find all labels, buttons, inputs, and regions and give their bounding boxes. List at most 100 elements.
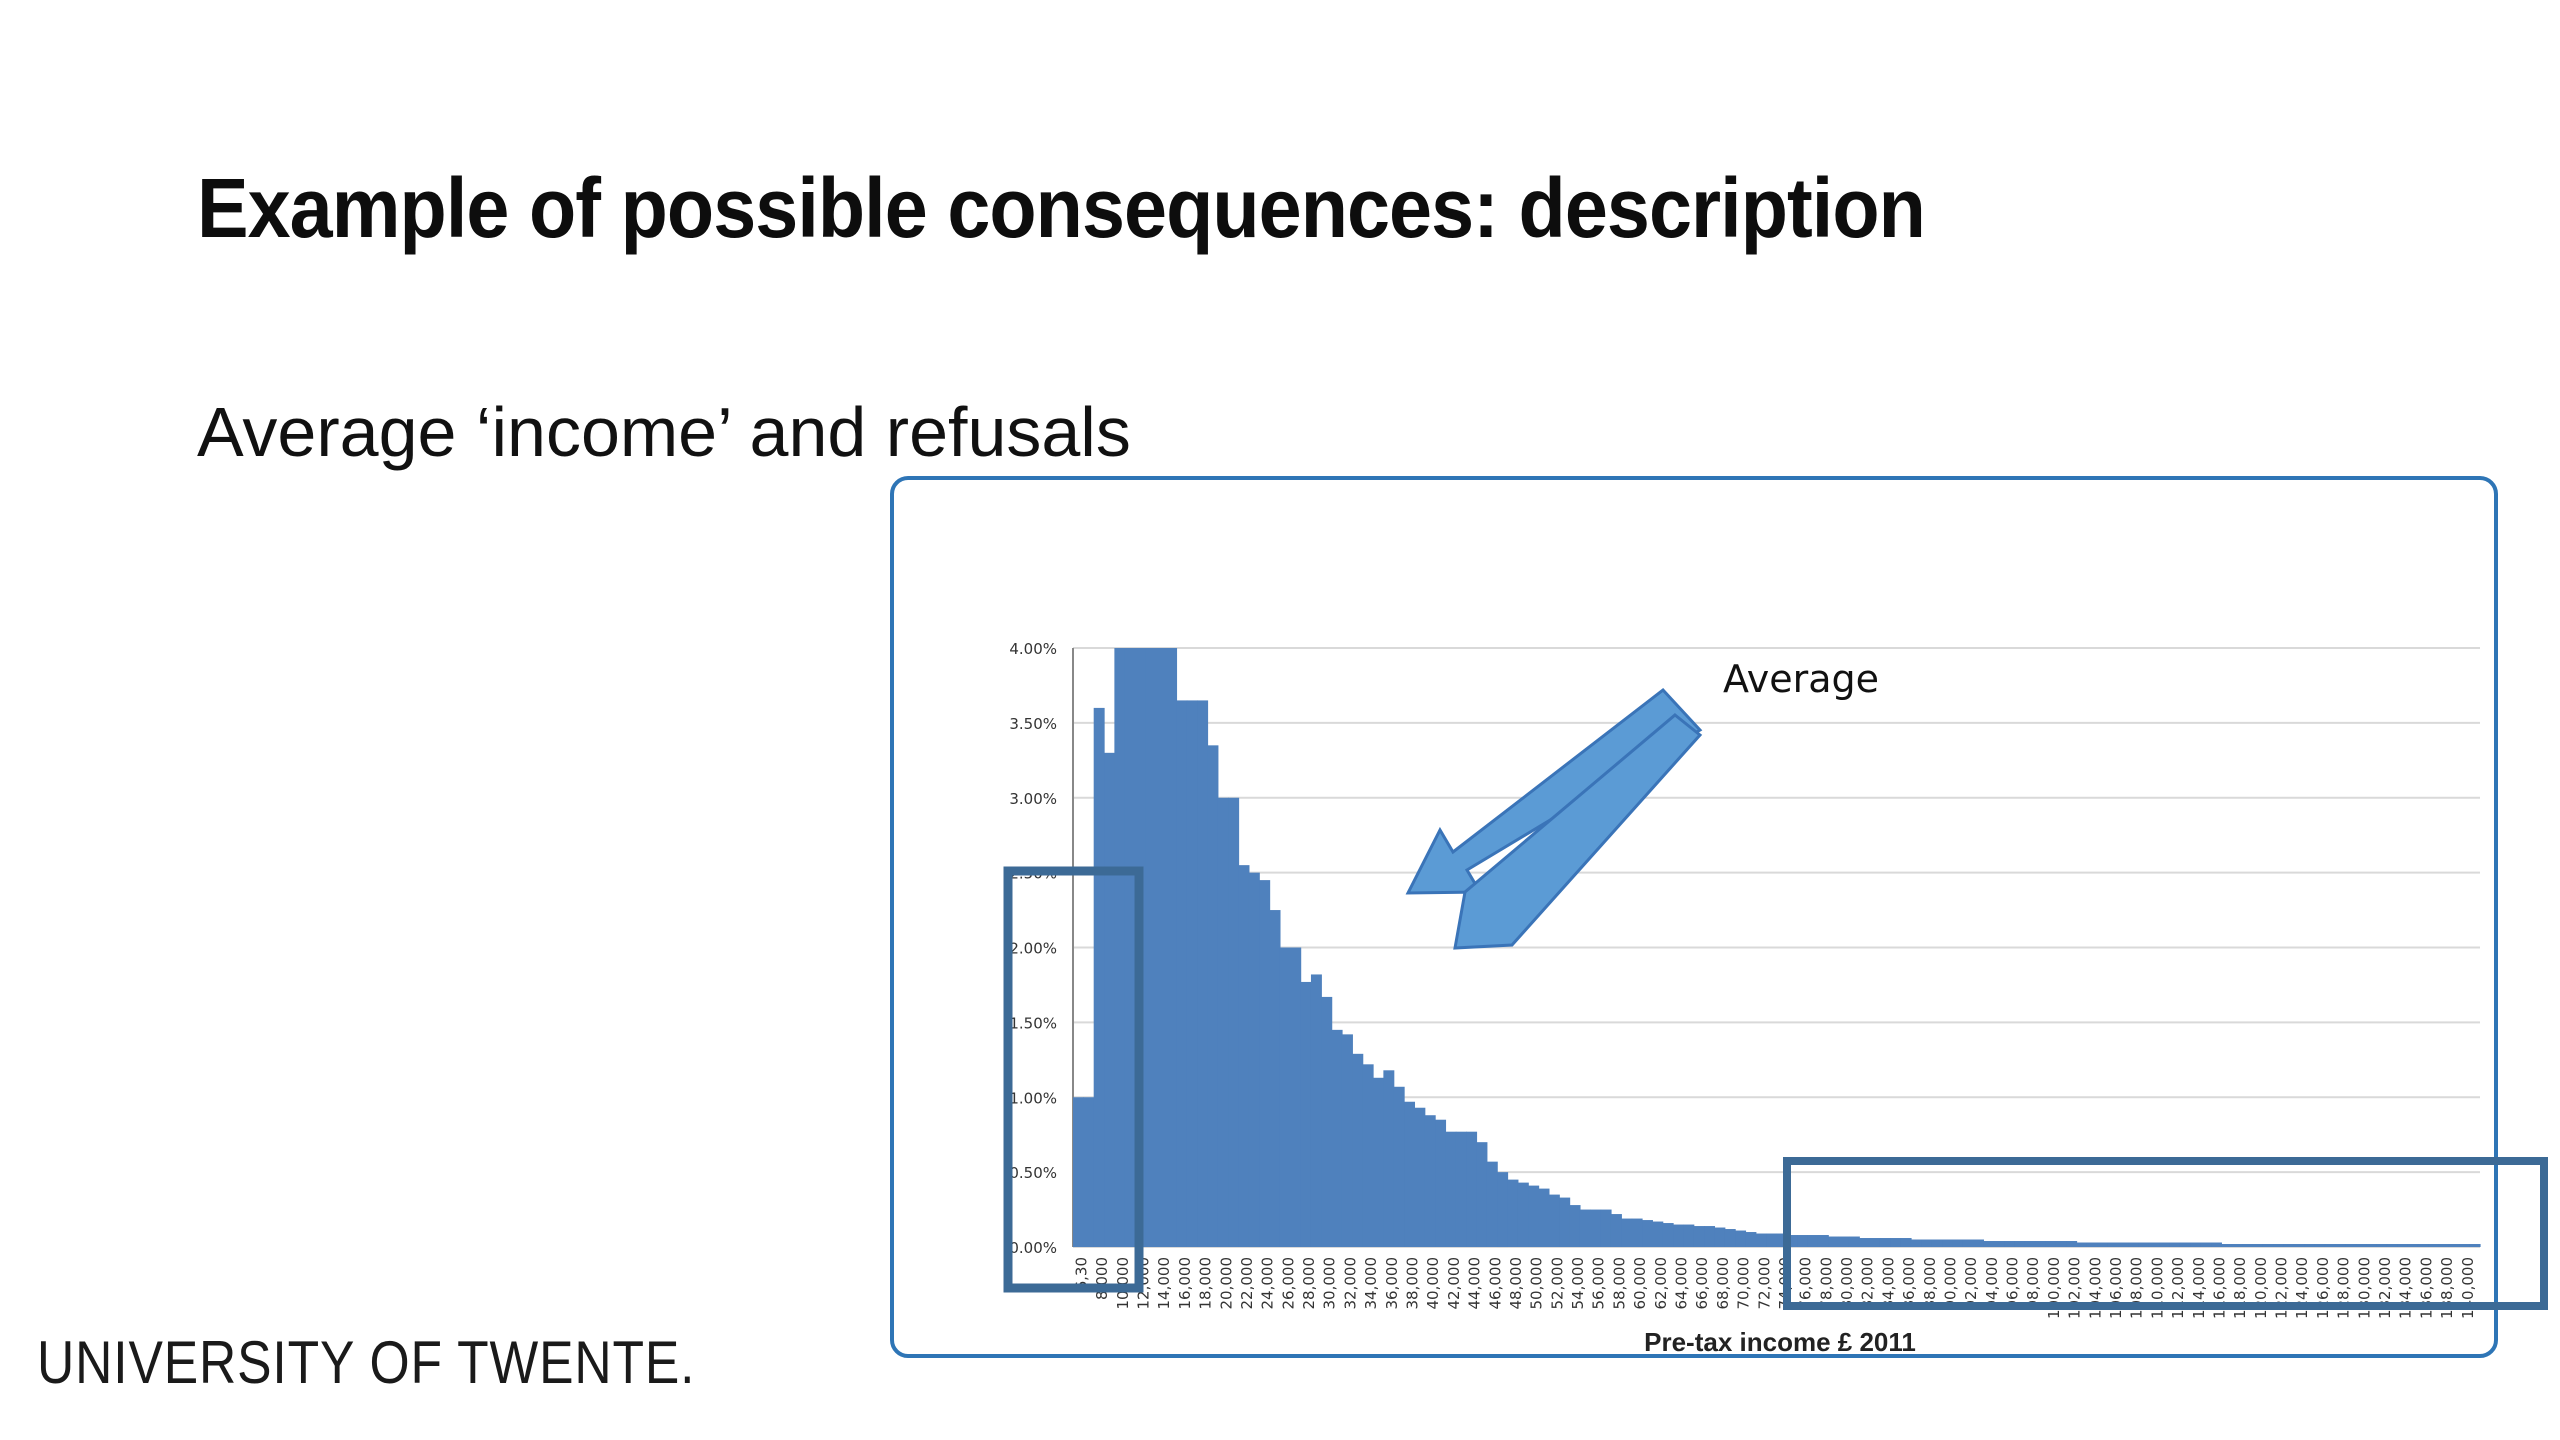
x-tick-label: 14,000: [1155, 1257, 1173, 1310]
histogram-bar: [1766, 1233, 1778, 1247]
histogram-bar: [1776, 1233, 1788, 1247]
histogram-bar: [2314, 1244, 2326, 1247]
histogram-bar: [1704, 1226, 1716, 1247]
histogram-bar: [2159, 1242, 2171, 1247]
y-tick-label: 1.00%: [1009, 1089, 1057, 1107]
histogram-bar: [1155, 648, 1167, 1247]
x-tick-label: 30,000: [1321, 1257, 1339, 1310]
histogram-bar: [1476, 1142, 1488, 1247]
slide-title: Example of possible consequences: descri…: [197, 161, 1926, 255]
histogram-bar: [1590, 1209, 1602, 1247]
histogram-bar: [1662, 1223, 1674, 1247]
x-tick-label: 44,000: [1466, 1257, 1484, 1310]
x-tick-label: 78,000: [1817, 1257, 1835, 1310]
histogram-bar: [1621, 1218, 1633, 1247]
histogram-bar: [2066, 1241, 2078, 1247]
histogram-bar: [1900, 1238, 1912, 1247]
histogram-bar: [2376, 1244, 2388, 1247]
histogram-bar: [1807, 1235, 1819, 1247]
histogram-bar: [1910, 1239, 1922, 1247]
y-tick-label: 1.50%: [1009, 1014, 1057, 1032]
y-tick-label: 3.50%: [1009, 715, 1057, 733]
average-annotation-label: Average: [1723, 657, 1879, 701]
y-tick-label: 2.00%: [1009, 940, 1057, 958]
histogram-bar: [1352, 1053, 1364, 1247]
histogram-bar: [2179, 1242, 2191, 1247]
histogram-bar: [2417, 1244, 2429, 1247]
histogram-bar: [1383, 1070, 1395, 1247]
histogram-bar: [1559, 1197, 1571, 1247]
x-tick-label: 76,000: [1797, 1257, 1815, 1310]
histogram-bar: [1269, 910, 1281, 1247]
histogram-bar: [1217, 797, 1229, 1247]
x-tick-label: 84,000: [1879, 1257, 1897, 1310]
histogram-bar: [2004, 1241, 2016, 1247]
slide-subtitle: Average ‘income’ and refusals: [197, 393, 1131, 471]
y-tick-label: 0.50%: [1009, 1164, 1057, 1182]
histogram-bar: [2293, 1244, 2305, 1247]
x-tick-label: 88,000: [1921, 1257, 1939, 1310]
x-tick-label: 22,000: [1238, 1257, 1256, 1310]
x-tick-label: 34,000: [1362, 1257, 1380, 1310]
high-income-highlight-box: [1783, 1157, 2548, 1310]
histogram-bar: [2428, 1244, 2440, 1247]
histogram-bar: [1279, 947, 1291, 1247]
x-tick-label: 86,000: [1900, 1257, 1918, 1310]
histogram-bar: [1404, 1101, 1416, 1247]
x-tick-label: 58,000: [1610, 1257, 1628, 1310]
histogram-bar: [1745, 1232, 1757, 1247]
x-tick-label: 54,000: [1569, 1257, 1587, 1310]
x-tick-label: 28,000: [1300, 1257, 1318, 1310]
histogram-bar: [1528, 1185, 1540, 1247]
x-tick-label: 62,000: [1652, 1257, 1670, 1310]
histogram-bar: [2076, 1242, 2088, 1247]
histogram-bar: [2014, 1241, 2026, 1247]
histogram-bar: [2438, 1244, 2450, 1247]
histogram-bar: [2086, 1242, 2098, 1247]
histogram-bar: [1497, 1172, 1509, 1248]
histogram-bar: [2107, 1242, 2119, 1247]
histogram-bar: [2459, 1244, 2471, 1247]
histogram-bar: [2252, 1244, 2264, 1247]
histogram-bar: [2448, 1244, 2460, 1247]
x-tick-label: 72,000: [1755, 1257, 1773, 1310]
x-tick-label: 98,000: [2024, 1257, 2042, 1310]
histogram-bar: [1321, 996, 1333, 1247]
histogram-bar: [2386, 1244, 2398, 1247]
histogram-bar: [2221, 1244, 2233, 1247]
histogram-bar: [1993, 1241, 2005, 1247]
histogram-bar: [1600, 1209, 1612, 1247]
x-tick-label: 10,000: [1114, 1257, 1132, 1310]
x-tick-label: 50,000: [1528, 1257, 1546, 1310]
histogram-bar: [2324, 1244, 2336, 1247]
histogram-bar: [2273, 1244, 2285, 1247]
x-tick-label: 94,000: [1983, 1257, 2001, 1310]
histogram-bar: [1362, 1064, 1374, 1247]
histogram-bar: [1373, 1077, 1384, 1247]
x-tick-label: 70,000: [1735, 1257, 1753, 1310]
chart-frame: [890, 476, 2498, 1358]
histogram-bar: [1517, 1182, 1529, 1247]
histogram-bar: [1931, 1239, 1943, 1247]
x-tick-label: 48,000: [1507, 1257, 1525, 1310]
histogram-bar: [2055, 1241, 2067, 1247]
histogram-bar: [1579, 1209, 1591, 1247]
histogram-bar: [2035, 1241, 2047, 1247]
histogram-bar: [1186, 700, 1198, 1247]
histogram-bar: [1455, 1131, 1467, 1247]
x-tick-label: 38,000: [1404, 1257, 1422, 1310]
x-tick-label: 16,000: [1176, 1257, 1194, 1310]
x-tick-label: 46,000: [1486, 1257, 1504, 1310]
y-tick-label: 3.00%: [1009, 790, 1057, 808]
histogram-bar: [1921, 1239, 1933, 1247]
histogram-bar: [2128, 1242, 2140, 1247]
histogram-bar: [1124, 648, 1136, 1247]
histogram-bar: [1145, 648, 1157, 1247]
histogram-bar: [1228, 797, 1240, 1247]
histogram-bar: [1207, 745, 1219, 1247]
histogram-bar: [1786, 1235, 1798, 1247]
histogram-bar: [2097, 1242, 2109, 1247]
histogram-bar: [1859, 1238, 1871, 1247]
histogram-bar: [1166, 648, 1178, 1247]
